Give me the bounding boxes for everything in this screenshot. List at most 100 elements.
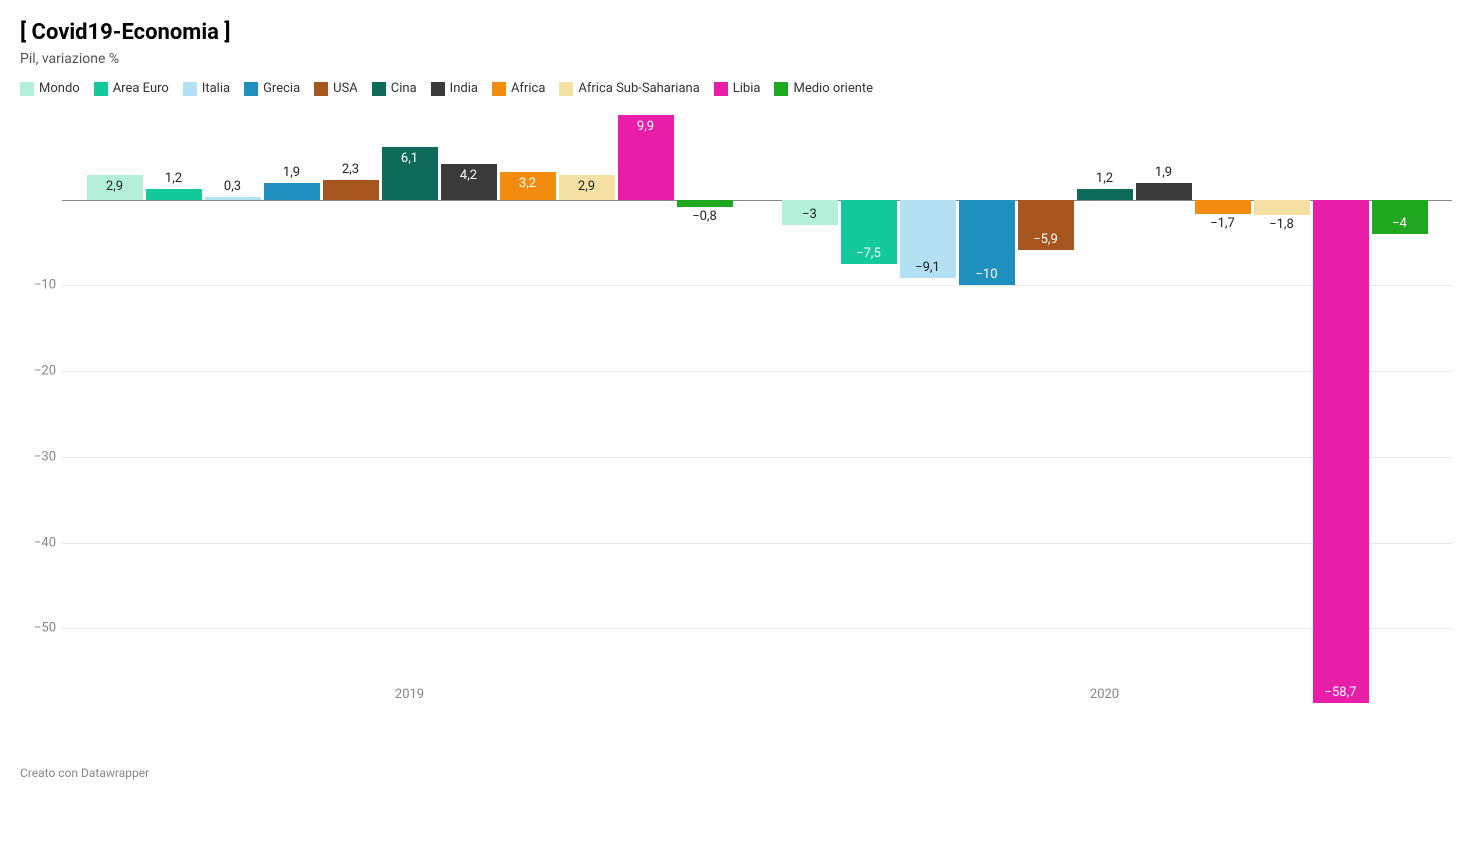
chart-plot: −10−20−30−40−502,91,20,31,92,36,14,23,22…: [20, 114, 1452, 754]
bar-slot: 2,3: [322, 114, 380, 714]
bar-slot: −58,7: [1312, 114, 1370, 714]
legend-item: Africa: [492, 81, 545, 96]
legend-item: USA: [314, 81, 358, 96]
bar: [1195, 200, 1251, 215]
legend-label: Cina: [391, 81, 417, 96]
bar-slot: 1,9: [1135, 114, 1193, 714]
bar: [677, 200, 733, 207]
bars-area: 2,9 1,2 0,3 1,9 2,3 6,1 4,2 3,2 2,9 9,9 −0,8 2019 −3…: [62, 114, 1452, 714]
chart-footer: Creato con Datawrapper: [20, 766, 1452, 780]
chart-title: [ Covid19-Economia ]: [20, 20, 1452, 45]
legend-swatch: [314, 82, 328, 96]
bar-value-label: −4: [1392, 216, 1407, 231]
y-axis-label: −20: [20, 364, 56, 379]
legend-swatch: [714, 82, 728, 96]
bar-slot: −7,5: [840, 114, 898, 714]
bar-value-label: 1,2: [1096, 171, 1113, 186]
bar-value-label: −5,9: [1033, 232, 1058, 247]
bar-value-label: −3: [802, 207, 817, 222]
bar-slot: 1,9: [263, 114, 321, 714]
bar-value-label: −1,7: [1210, 216, 1235, 231]
bar-slot: 1,2: [1076, 114, 1134, 714]
legend-item: Medio oriente: [774, 81, 873, 96]
legend-label: Africa: [511, 81, 545, 96]
bar: [1136, 183, 1192, 199]
legend-item: Mondo: [20, 81, 80, 96]
bar-value-label: 6,1: [401, 151, 418, 166]
y-axis-label: −10: [20, 278, 56, 293]
bar-slot: −0,8: [676, 114, 734, 714]
legend-swatch: [372, 82, 386, 96]
bar: [1313, 200, 1369, 703]
bar-value-label: 2,9: [106, 179, 123, 194]
year-group: 2,9 1,2 0,3 1,9 2,3 6,1 4,2 3,2 2,9 9,9 −0,8 2019: [62, 114, 757, 714]
legend-item: India: [431, 81, 478, 96]
legend-label: Area Euro: [113, 81, 169, 96]
bar-slot: 2,9: [86, 114, 144, 714]
legend-label: Italia: [202, 81, 230, 96]
legend-item: Africa Sub-Sahariana: [559, 81, 699, 96]
legend-label: Africa Sub-Sahariana: [578, 81, 699, 96]
bar-value-label: 2,9: [578, 179, 595, 194]
y-axis-label: −30: [20, 449, 56, 464]
bar-value-label: −10: [975, 267, 997, 282]
bar-value-label: 1,9: [283, 165, 300, 180]
legend-swatch: [20, 82, 34, 96]
bar-value-label: 0,3: [224, 179, 241, 194]
bar-slot: 6,1: [381, 114, 439, 714]
bar-slot: −5,9: [1017, 114, 1075, 714]
bar-slot: −1,7: [1194, 114, 1252, 714]
bar-value-label: −7,5: [856, 246, 881, 261]
bar-value-label: −58,7: [1325, 685, 1357, 700]
bar-value-label: −0,8: [692, 209, 717, 224]
bar: [264, 183, 320, 199]
bar: [205, 197, 261, 200]
bar-slot: 9,9: [617, 114, 675, 714]
legend-swatch: [774, 82, 788, 96]
legend-label: Mondo: [39, 81, 80, 96]
x-axis-label: 2020: [1090, 687, 1119, 702]
bar-slot: 0,3: [204, 114, 262, 714]
chart-subtitle: Pil, variazione %: [20, 51, 1452, 67]
legend-swatch: [559, 82, 573, 96]
bar-value-label: 4,2: [460, 168, 477, 183]
bar-value-label: −9,1: [915, 260, 940, 275]
legend-swatch: [183, 82, 197, 96]
bar: [1254, 200, 1310, 215]
legend-item: Italia: [183, 81, 230, 96]
bar-slot: −10: [958, 114, 1016, 714]
bar: [146, 189, 202, 199]
legend-swatch: [431, 82, 445, 96]
bar: [323, 180, 379, 200]
legend-swatch: [94, 82, 108, 96]
bar-value-label: 1,9: [1155, 165, 1172, 180]
bar: [1077, 189, 1133, 199]
bar-slot: −1,8: [1253, 114, 1311, 714]
bar-value-label: 1,2: [165, 171, 182, 186]
legend-item: Grecia: [244, 81, 300, 96]
chart-container: [ Covid19-Economia ] Pil, variazione % M…: [20, 20, 1452, 780]
bar-value-label: 2,3: [342, 162, 359, 177]
bar-slot: 4,2: [440, 114, 498, 714]
bar-slot: −9,1: [899, 114, 957, 714]
bar-slot: −4: [1371, 114, 1429, 714]
legend-item: Area Euro: [94, 81, 169, 96]
legend-label: USA: [333, 81, 358, 96]
x-axis-label: 2019: [395, 687, 424, 702]
bar-slot: 1,2: [145, 114, 203, 714]
bar-slot: 2,9: [558, 114, 616, 714]
legend-label: India: [450, 81, 478, 96]
chart-legend: Mondo Area Euro Italia Grecia USA Cina India Af…: [20, 81, 1452, 96]
bar-value-label: −1,8: [1269, 217, 1294, 232]
year-group: −3 −7,5 −9,1 −10 −5,9 1,2 1,9 −1,7 −1,8 −58,7 −4 20…: [757, 114, 1452, 714]
legend-label: Libia: [733, 81, 761, 96]
bar-value-label: 9,9: [637, 119, 654, 134]
legend-swatch: [492, 82, 506, 96]
y-axis-label: −50: [20, 621, 56, 636]
legend-item: Libia: [714, 81, 761, 96]
bar-slot: 3,2: [499, 114, 557, 714]
legend-label: Medio oriente: [793, 81, 873, 96]
bar-slot: −3: [781, 114, 839, 714]
legend-label: Grecia: [263, 81, 300, 96]
bar-value-label: 3,2: [519, 176, 536, 191]
